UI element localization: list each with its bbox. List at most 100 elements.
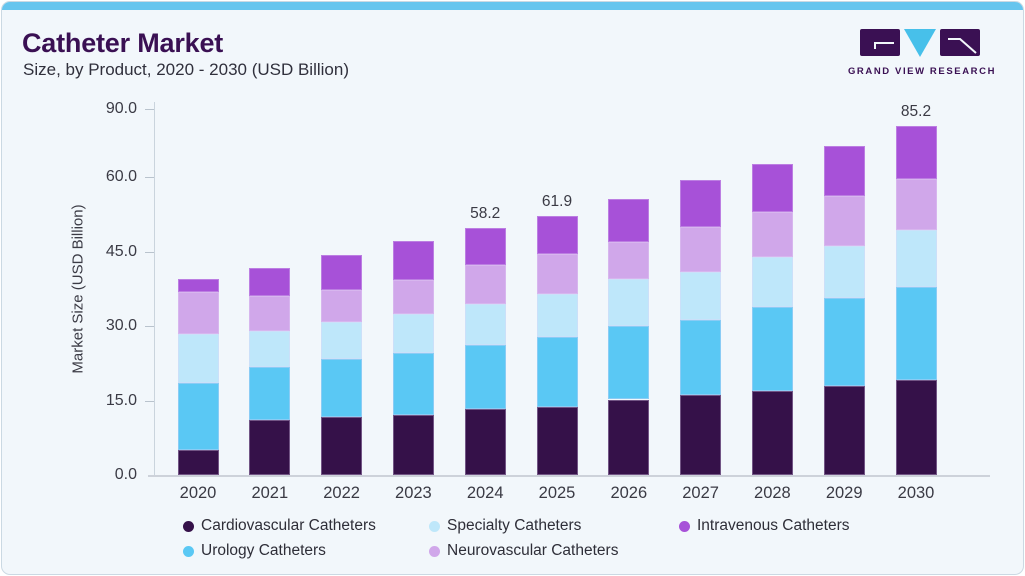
bar-segment-intravenous-catheters-2030 bbox=[895, 126, 937, 179]
x-tick-label-2025: 2025 bbox=[538, 484, 576, 502]
bar-segment-specialty-catheters-2027 bbox=[680, 272, 722, 320]
bar-segment-cardiovascular-catheters-2028 bbox=[751, 390, 793, 475]
y-tick-label: 0.0 bbox=[114, 466, 137, 483]
bar-segment-specialty-catheters-2021 bbox=[249, 331, 291, 367]
bar-total-label-2025: 61.9 bbox=[541, 193, 573, 211]
bar-segment-neurovascular-catheters-2024 bbox=[464, 265, 506, 304]
bar-segment-intravenous-catheters-2020 bbox=[177, 279, 219, 293]
bar-segment-specialty-catheters-2023 bbox=[392, 313, 434, 353]
bar-segment-specialty-catheters-2020 bbox=[177, 334, 219, 383]
bar-segment-cardiovascular-catheters-2022 bbox=[321, 416, 363, 475]
x-axis-line bbox=[148, 475, 990, 477]
legend-item-cardiovascular-catheters: Cardiovascular Catheters bbox=[183, 514, 429, 538]
bar-segment-urology-catheters-2025 bbox=[536, 337, 578, 407]
y-tick-label: 45.0 bbox=[105, 242, 137, 260]
bar-segment-cardiovascular-catheters-2027 bbox=[680, 394, 722, 475]
x-tick-label-2024: 2024 bbox=[466, 484, 504, 502]
grand-view-research-logo-icon bbox=[860, 29, 980, 57]
legend-swatch bbox=[183, 520, 194, 532]
chart-legend: Cardiovascular Catheters Specialty Cathet… bbox=[183, 514, 949, 563]
bar-segment-specialty-catheters-2026 bbox=[608, 279, 650, 327]
bar-segment-intravenous-catheters-2029 bbox=[823, 145, 865, 196]
bar-segment-cardiovascular-catheters-2025 bbox=[536, 406, 578, 475]
bar-segment-urology-catheters-2022 bbox=[321, 358, 363, 417]
legend-swatch bbox=[679, 520, 690, 532]
bar-segment-neurovascular-catheters-2026 bbox=[608, 242, 650, 280]
legend-label: Intravenous Catheters bbox=[697, 517, 850, 534]
bar-segment-cardiovascular-catheters-2029 bbox=[823, 385, 865, 475]
bar-segment-neurovascular-catheters-2023 bbox=[392, 280, 434, 314]
logo-text: GRAND VIEW RESEARCH bbox=[847, 66, 997, 77]
bar-segment-neurovascular-catheters-2020 bbox=[177, 292, 219, 335]
legend-label: Neurovascular Catheters bbox=[447, 542, 619, 559]
x-tick-label-2023: 2023 bbox=[395, 484, 432, 502]
bar-segment-urology-catheters-2024 bbox=[464, 345, 506, 409]
bar-segment-neurovascular-catheters-2025 bbox=[536, 254, 578, 295]
legend-label: Urology Catheters bbox=[201, 542, 326, 559]
x-tick-label-2030: 2030 bbox=[897, 484, 935, 502]
bar-segment-intravenous-catheters-2025 bbox=[536, 216, 578, 255]
bar-segment-cardiovascular-catheters-2021 bbox=[249, 419, 291, 475]
legend-item-intravenous-catheters: Intravenous Catheters bbox=[679, 514, 949, 538]
bar-segment-specialty-catheters-2029 bbox=[823, 246, 865, 299]
bar-segment-urology-catheters-2020 bbox=[177, 382, 219, 450]
legend-swatch bbox=[429, 520, 440, 532]
bar-segment-urology-catheters-2026 bbox=[608, 326, 650, 400]
bar-segment-intravenous-catheters-2022 bbox=[321, 255, 363, 291]
bar-segment-neurovascular-catheters-2027 bbox=[680, 227, 722, 273]
x-tick-label-2022: 2022 bbox=[323, 484, 360, 502]
bar-segment-neurovascular-catheters-2030 bbox=[895, 178, 937, 231]
top-accent-bar bbox=[2, 2, 1023, 10]
bar-segment-cardiovascular-catheters-2024 bbox=[464, 408, 506, 475]
bar-segment-cardiovascular-catheters-2030 bbox=[895, 379, 937, 475]
bar-segment-urology-catheters-2029 bbox=[823, 298, 865, 386]
x-tick-label-2026: 2026 bbox=[610, 484, 648, 502]
legend-swatch bbox=[183, 545, 194, 557]
bar-segment-specialty-catheters-2022 bbox=[321, 321, 363, 359]
legend-swatch bbox=[429, 545, 440, 557]
bar-segment-intravenous-catheters-2023 bbox=[392, 241, 434, 281]
bar-segment-specialty-catheters-2025 bbox=[536, 294, 578, 338]
bar-segment-specialty-catheters-2028 bbox=[751, 257, 793, 307]
bar-segment-cardiovascular-catheters-2026 bbox=[608, 399, 650, 475]
y-axis-line bbox=[154, 102, 155, 475]
bar-segment-neurovascular-catheters-2022 bbox=[321, 290, 363, 322]
y-tick-mark bbox=[145, 326, 155, 327]
bar-segment-intravenous-catheters-2026 bbox=[608, 198, 650, 243]
bar-segment-intravenous-catheters-2028 bbox=[751, 164, 793, 213]
page-title: Catheter Market bbox=[22, 28, 224, 58]
y-axis-title: Market Size (USD Billion) bbox=[69, 204, 87, 374]
legend-item-urology-catheters: Urology Catheters bbox=[183, 539, 429, 563]
legend-item-neurovascular-catheters: Neurovascular Catheters bbox=[429, 539, 679, 563]
bar-segment-urology-catheters-2030 bbox=[895, 287, 937, 380]
legend-label: Cardiovascular Catheters bbox=[201, 517, 376, 534]
bar-segment-cardiovascular-catheters-2020 bbox=[177, 449, 219, 475]
y-tick-mark bbox=[145, 109, 155, 110]
bar-segment-neurovascular-catheters-2029 bbox=[823, 195, 865, 247]
bar-segment-urology-catheters-2021 bbox=[249, 366, 291, 420]
page-subtitle: Size, by Product, 2020 - 2030 (USD Billi… bbox=[23, 60, 349, 79]
logo: GRAND VIEW RESEARCH bbox=[847, 27, 997, 77]
y-tick-label: 60.0 bbox=[105, 168, 137, 185]
y-tick-mark bbox=[145, 400, 155, 402]
bar-segment-cardiovascular-catheters-2023 bbox=[392, 414, 434, 475]
bar-segment-neurovascular-catheters-2021 bbox=[249, 296, 291, 332]
y-tick-mark bbox=[145, 251, 155, 253]
bar-segment-urology-catheters-2023 bbox=[392, 352, 434, 415]
x-tick-label-2020: 2020 bbox=[179, 484, 217, 502]
bar-segment-intravenous-catheters-2021 bbox=[249, 268, 291, 297]
bar-total-label-2024: 58.2 bbox=[470, 205, 501, 223]
y-tick-mark bbox=[145, 177, 155, 178]
bar-segment-specialty-catheters-2030 bbox=[895, 230, 937, 288]
x-tick-label-2027: 2027 bbox=[682, 484, 719, 502]
legend-label: Specialty Catheters bbox=[447, 517, 582, 534]
bar-segment-specialty-catheters-2024 bbox=[464, 303, 506, 346]
x-tick-label-2029: 2029 bbox=[825, 484, 863, 502]
y-tick-label: 90.0 bbox=[105, 100, 137, 117]
bar-segment-intravenous-catheters-2027 bbox=[680, 179, 722, 228]
bar-segment-urology-catheters-2028 bbox=[751, 306, 793, 391]
bar-segment-urology-catheters-2027 bbox=[680, 319, 722, 395]
